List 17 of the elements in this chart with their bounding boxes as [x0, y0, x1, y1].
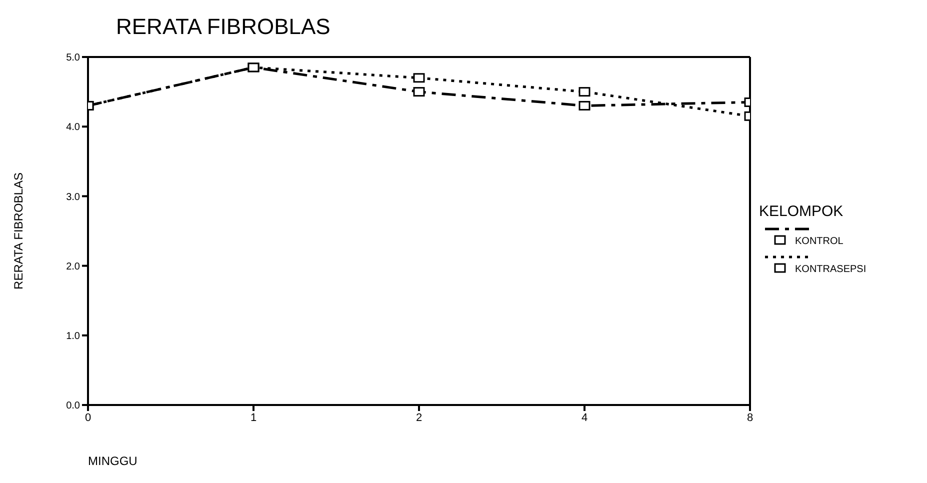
y-axis-title: RERATA FIBROBLAS: [11, 172, 26, 290]
x-tick-label: 2: [416, 412, 422, 424]
x-tick-label: 0: [84, 412, 92, 424]
y-tick-label: 0.0: [66, 400, 80, 412]
legend-label: KONTRASEPSI: [795, 264, 866, 274]
x-tick-label: 8: [746, 412, 754, 424]
x-axis-title: MINGGU: [88, 454, 138, 468]
y-tick-label: 2.0: [66, 261, 80, 272]
y-tick-label: 1.0: [66, 330, 80, 342]
legend-title: KELOMPOK: [759, 203, 844, 220]
chart-title: RERATA FIBROBLAS: [116, 14, 330, 40]
x-tick-label: 4: [581, 412, 588, 424]
y-tick-label: 3.0: [66, 192, 80, 203]
legend-label: KONTROL: [795, 236, 844, 246]
y-tick-label: 4.0: [66, 122, 80, 134]
y-tick-label: 5.0: [66, 52, 80, 64]
x-tick-label: 1: [250, 412, 257, 424]
